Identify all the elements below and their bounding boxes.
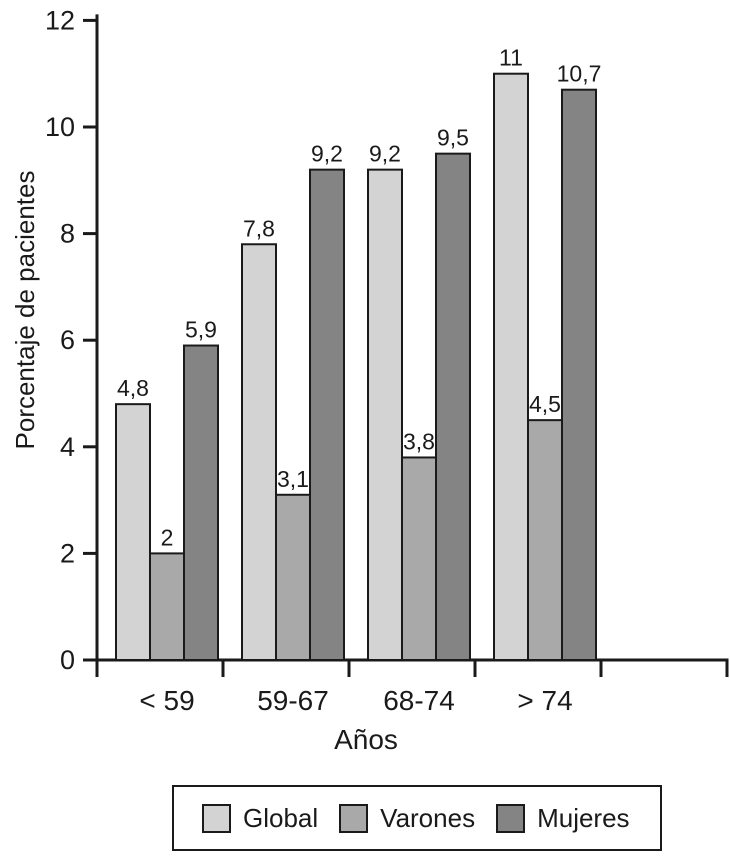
legend-label: Mujeres [537, 802, 630, 833]
legend-item-varones: Varones [339, 803, 475, 834]
bar-value-label: 3,8 [403, 428, 435, 454]
bar-global-4 [493, 72, 529, 661]
bar-value-label: 4,8 [117, 375, 149, 401]
y-tick-label: 2 [60, 538, 75, 568]
bar-mujeres-1 [183, 344, 219, 661]
bar-value-label: 4,5 [529, 391, 561, 417]
bar-varones-4 [527, 419, 563, 661]
legend-label: Varones [380, 802, 476, 833]
x-tick-label: 68-74 [383, 685, 455, 716]
legend-swatch-mujeres [496, 803, 526, 833]
bar-mujeres-4 [561, 88, 597, 661]
y-tick-label: 0 [60, 645, 75, 675]
y-axis-title: Porcentaje de pacientes [10, 171, 40, 450]
bar-value-label: 10,7 [557, 61, 602, 87]
bar-mujeres-3 [435, 152, 471, 661]
legend-item-mujeres: Mujeres [496, 802, 630, 834]
bar-global-3 [367, 168, 403, 661]
y-tick-label: 12 [45, 5, 75, 35]
legend-swatch-varones [339, 803, 369, 833]
x-tick-label: 59-67 [257, 685, 329, 716]
bar-varones-3 [401, 456, 437, 661]
bar-varones-1 [149, 552, 185, 662]
y-tick-label: 4 [60, 432, 75, 462]
legend-item-global: Global [202, 803, 318, 834]
bar-value-label: 9,2 [369, 141, 401, 167]
bar-value-label: 11 [499, 45, 523, 71]
bar-value-label: 3,1 [277, 466, 309, 492]
chart-legend: Global Varones Mujeres [172, 785, 662, 851]
x-tick-label: < 59 [139, 685, 194, 716]
bar-value-label: 5,9 [185, 317, 217, 343]
bar-global-2 [241, 243, 277, 661]
bar-value-label: 7,8 [243, 215, 275, 241]
legend-label: Global [243, 802, 319, 833]
bar-varones-2 [275, 493, 311, 661]
bar-global-1 [115, 403, 151, 661]
bar-value-label: 9,5 [437, 125, 469, 151]
y-tick-label: 6 [60, 325, 75, 355]
grouped-bar-chart: 0 2 4 6 8 10 12 4,8 2 5,9 < 59 7,8 3,1 9,2 59-67 9,2 3,8… [10, 5, 729, 755]
legend-swatch-global [202, 803, 231, 833]
y-tick-label: 8 [60, 219, 75, 249]
y-tick-label: 10 [45, 112, 75, 142]
x-axis-title: Años [334, 724, 398, 755]
bar-value-label: 2 [161, 524, 174, 550]
x-tick-label: > 74 [517, 685, 572, 716]
bar-value-label: 9,2 [311, 141, 343, 167]
bar-mujeres-2 [309, 168, 345, 661]
